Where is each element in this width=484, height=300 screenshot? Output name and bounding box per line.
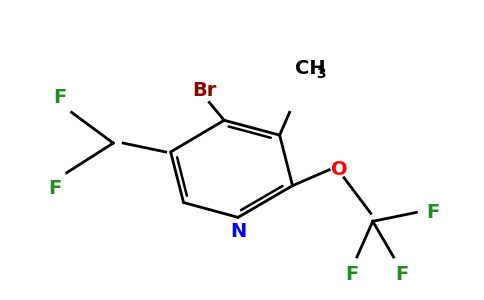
Text: F: F xyxy=(395,265,408,284)
Text: F: F xyxy=(346,265,359,284)
Text: CH: CH xyxy=(294,59,325,78)
Text: F: F xyxy=(426,203,440,222)
Text: 3: 3 xyxy=(317,67,326,81)
Text: N: N xyxy=(230,222,246,241)
Text: F: F xyxy=(48,179,61,198)
Text: Br: Br xyxy=(192,81,216,100)
Text: F: F xyxy=(53,88,66,107)
Text: O: O xyxy=(331,160,348,179)
